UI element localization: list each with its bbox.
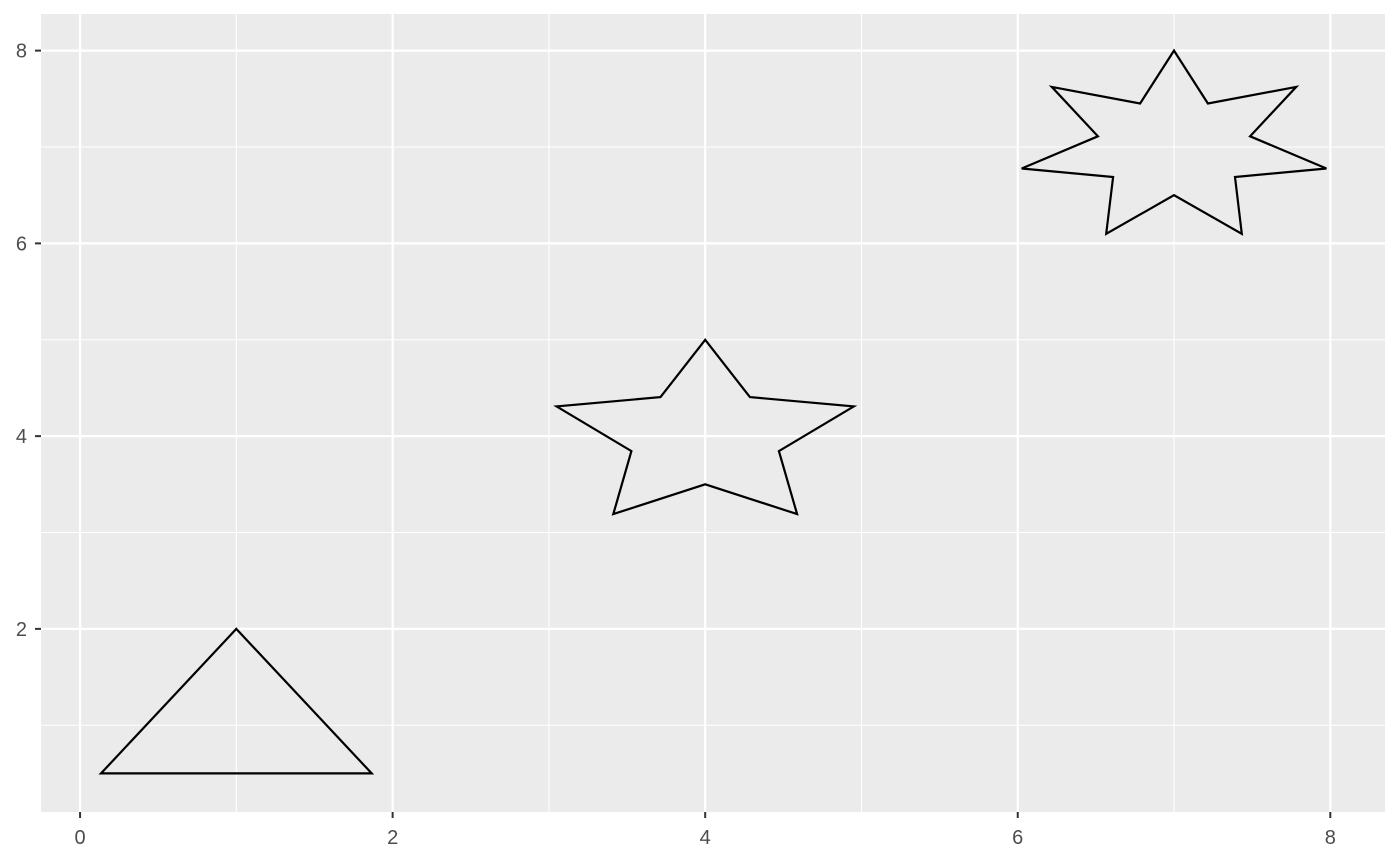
shapes	[98, 48, 1327, 775]
y-tick-label: 8	[16, 41, 27, 63]
y-tick-label: 6	[16, 233, 27, 255]
x-tick-label: 6	[1012, 827, 1023, 849]
x-axis: 0 2 4 6 8	[75, 812, 1336, 849]
y-tick-label: 4	[16, 426, 27, 448]
triangle-shape	[98, 627, 375, 775]
five-point-star-shape	[553, 338, 858, 516]
x-tick-label: 0	[75, 827, 86, 849]
y-tick-label: 2	[16, 619, 27, 641]
major-gridlines	[41, 14, 1385, 812]
minor-gridlines	[41, 14, 1385, 812]
x-tick-label: 2	[387, 827, 398, 849]
x-tick-label: 4	[700, 827, 711, 849]
panel-background	[41, 14, 1385, 812]
y-axis: 2 4 6 8	[16, 41, 41, 641]
x-axis-ticks	[79, 812, 1332, 818]
x-tick-label: 8	[1325, 827, 1336, 849]
y-axis-ticks	[35, 49, 41, 630]
seven-point-star-shape	[1021, 48, 1327, 236]
